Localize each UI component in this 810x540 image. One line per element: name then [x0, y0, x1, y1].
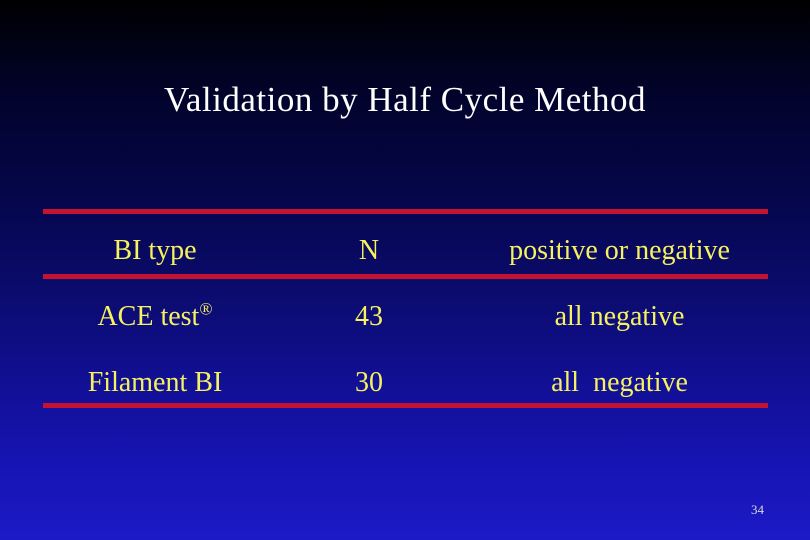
table-row: ACE test® 43 all negative [43, 294, 768, 340]
cell-bi-type-text: Filament BI [87, 367, 223, 398]
table-rule-bottom [43, 403, 768, 408]
cell-n: 30 [355, 367, 383, 398]
page-title: Validation by Half Cycle Method [163, 80, 647, 119]
cell-result: all negative [551, 367, 688, 398]
cell-bi-type: Filament BI [43, 360, 267, 406]
slide-number: 34 [751, 502, 764, 517]
table-header-row: BI type N positive or negative [43, 228, 768, 274]
table-row: Filament BI 30 all negative [43, 360, 768, 406]
cell-bi-type: ACE test® [43, 294, 267, 340]
cell-bi-type-text: ACE test [97, 301, 200, 332]
table-rule-top [43, 209, 768, 214]
cell-result: all negative [554, 301, 685, 332]
table-rule-header-divider [43, 274, 768, 279]
cell-n: 43 [355, 301, 383, 332]
header-bi-type: BI type [113, 235, 197, 266]
registered-trademark-symbol: ® [199, 299, 213, 319]
header-result: positive or negative [509, 235, 730, 266]
header-n: N [358, 235, 380, 266]
